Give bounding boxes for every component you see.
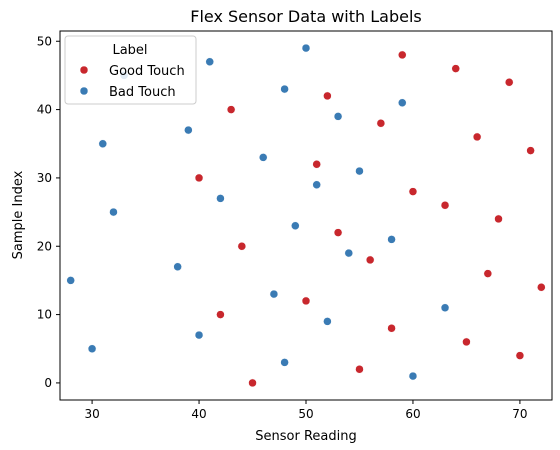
data-point-bad-touch bbox=[194, 330, 204, 340]
x-tick-label: 70 bbox=[512, 407, 527, 421]
y-axis-label: Sample Index bbox=[11, 170, 26, 259]
data-point-bad-touch bbox=[173, 262, 182, 271]
data-point-bad-touch bbox=[408, 371, 418, 381]
data-point-bad-touch bbox=[344, 248, 354, 258]
data-point-bad-touch bbox=[333, 112, 343, 121]
data-point-good-touch bbox=[312, 160, 321, 169]
legend-box bbox=[64, 35, 197, 105]
x-axis-ticks: 30 40 50 60 70 bbox=[84, 400, 528, 421]
x-tick-label: 60 bbox=[405, 407, 420, 421]
data-point-good-touch bbox=[440, 201, 450, 210]
legend-title: Label bbox=[112, 43, 147, 58]
data-point-bad-touch bbox=[312, 180, 321, 189]
data-point-good-touch bbox=[494, 214, 503, 224]
y-axis-ticks: 0 10 20 30 40 50 bbox=[37, 34, 60, 390]
legend-label-bad-touch: Bad Touch bbox=[109, 85, 176, 100]
data-point-good-touch bbox=[537, 283, 546, 292]
data-point-good-touch bbox=[237, 242, 247, 251]
y-tick-label: 20 bbox=[37, 239, 52, 253]
legend-label-good-touch: Good Touch bbox=[109, 64, 185, 79]
data-point-good-touch bbox=[333, 228, 343, 237]
y-tick-label: 0 bbox=[44, 376, 52, 390]
y-tick-label: 40 bbox=[37, 103, 52, 117]
data-point-good-touch bbox=[451, 64, 460, 73]
data-point-good-touch bbox=[515, 351, 525, 360]
x-tick-label: 50 bbox=[298, 407, 313, 421]
y-tick-label: 30 bbox=[37, 171, 52, 185]
data-point-good-touch bbox=[526, 146, 535, 155]
data-point-bad-touch bbox=[440, 303, 450, 312]
data-point-bad-touch bbox=[280, 84, 289, 94]
data-point-good-touch bbox=[376, 119, 386, 128]
data-point-bad-touch bbox=[387, 235, 396, 244]
data-point-bad-touch bbox=[216, 194, 225, 203]
legend: Label Good Touch Bad Touch bbox=[64, 35, 197, 105]
data-point-good-touch bbox=[248, 378, 257, 388]
x-tick-label: 30 bbox=[84, 407, 99, 421]
data-point-bad-touch bbox=[291, 221, 300, 230]
data-point-good-touch bbox=[355, 365, 364, 374]
data-point-good-touch bbox=[301, 296, 311, 306]
y-tick-label: 50 bbox=[37, 34, 52, 48]
legend-marker-good-touch bbox=[79, 65, 89, 75]
data-point-bad-touch bbox=[355, 166, 364, 176]
data-point-good-touch bbox=[462, 337, 471, 347]
data-point-bad-touch bbox=[301, 43, 311, 53]
x-tick-label: 40 bbox=[191, 407, 206, 421]
data-point-bad-touch bbox=[323, 317, 332, 326]
data-point-good-touch bbox=[216, 310, 225, 319]
data-point-bad-touch bbox=[109, 207, 118, 217]
data-point-bad-touch bbox=[258, 153, 268, 162]
data-point-good-touch bbox=[483, 269, 493, 278]
chart-title: Flex Sensor Data with Labels bbox=[190, 7, 422, 26]
data-point-bad-touch bbox=[280, 358, 289, 367]
data-point-good-touch bbox=[504, 78, 514, 87]
x-axis-label: Sensor Reading bbox=[255, 429, 356, 444]
data-point-bad-touch bbox=[87, 344, 97, 353]
data-point-good-touch bbox=[365, 255, 375, 265]
data-point-good-touch bbox=[194, 173, 204, 183]
data-point-bad-touch bbox=[66, 276, 75, 285]
data-point-good-touch bbox=[398, 50, 407, 60]
data-point-good-touch bbox=[323, 91, 332, 101]
points-layer bbox=[66, 43, 546, 388]
y-tick-label: 10 bbox=[37, 308, 52, 322]
data-point-bad-touch bbox=[205, 57, 214, 66]
data-point-good-touch bbox=[226, 105, 236, 114]
data-point-bad-touch bbox=[398, 98, 407, 107]
data-point-good-touch bbox=[408, 187, 418, 196]
data-point-bad-touch bbox=[98, 139, 108, 148]
legend-marker-bad-touch bbox=[79, 86, 89, 96]
data-point-bad-touch bbox=[269, 289, 279, 299]
data-point-good-touch bbox=[472, 132, 482, 142]
data-point-good-touch bbox=[387, 324, 396, 333]
data-point-bad-touch bbox=[184, 125, 193, 135]
